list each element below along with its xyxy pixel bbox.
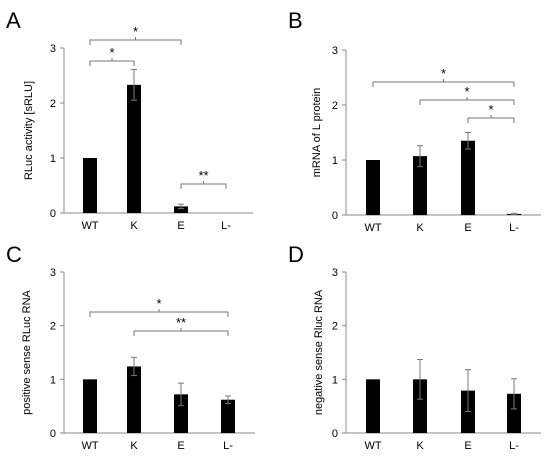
panel-a-y-tick-label: 0: [50, 208, 56, 220]
panel-b-y-axis-label: mRNA of L protein: [311, 88, 323, 177]
panel-d-x-tick-label: K: [416, 440, 424, 452]
panel-a-significance-bracket: [89, 39, 182, 45]
panel-b-bar-wt: [366, 160, 380, 215]
panel-b-significance-label: *: [441, 66, 446, 81]
panel-b-bar-k: [413, 156, 427, 215]
panel-d-bar-l: [507, 393, 521, 433]
panel-c-y-tick-label: 0: [50, 428, 56, 440]
panel-a-bar-wt: [83, 158, 97, 213]
panel-b-significance-bracket: [419, 99, 515, 105]
panel-a-bar-k: [127, 84, 141, 213]
panel-d-y-tick-label: 3: [332, 267, 338, 279]
panel-a-y-tick-label: 1: [50, 153, 56, 165]
panel-letter-b: B: [288, 8, 303, 33]
panel-c-x-tick-label: K: [130, 440, 138, 452]
panel-d-bar-wt: [366, 379, 380, 433]
panel-a-significance-bracket: [89, 60, 135, 66]
panel-letter-a: A: [6, 8, 21, 33]
panel-c-significance-label: *: [156, 296, 161, 311]
panel-d-y-tick-label: 1: [332, 374, 338, 386]
panel-c-significance-label: **: [176, 315, 186, 330]
panel-b-x-tick-label: K: [416, 222, 424, 234]
panel-letter-d: D: [288, 242, 304, 267]
panel-a-y-axis-label: RLuc activity [sRLU]: [23, 81, 35, 180]
panel-a-y-tick-label: 2: [50, 98, 56, 110]
panel-a-significance-label: *: [133, 24, 138, 39]
panel-d-y-axis-label: negative sense Rluc RNA: [313, 289, 325, 415]
panel-c-bar-wt: [83, 379, 97, 433]
panel-b-significance-label: *: [488, 102, 493, 117]
panel-b-y-tick-label: 1: [332, 155, 338, 167]
panel-b-bar-e: [461, 140, 475, 215]
panel-c-x-tick-label: WT: [81, 440, 98, 452]
panel-c-bar-e: [174, 394, 188, 433]
panel-b-significance-bracket: [372, 81, 515, 87]
panel-a-significance-bracket: [180, 183, 227, 189]
panel-d-y-tick-label: 0: [332, 428, 338, 440]
panel-b-x-tick-label: WT: [364, 222, 381, 234]
panel-b-x-tick-label: E: [464, 222, 471, 234]
panel-c-bar-l: [221, 399, 235, 433]
panel-b-chart: 0 1 2 3 mRNA of L protein WT K E L- * * *: [311, 45, 541, 234]
panel-a-x-tick-label: E: [177, 220, 184, 232]
panel-c-x-tick-label: L-: [223, 440, 233, 452]
panel-c-significance-bracket: [89, 311, 229, 317]
panel-a-x-tick-label: K: [130, 220, 138, 232]
panel-d-x-tick-label: L-: [509, 440, 519, 452]
panel-c-bar-k: [127, 366, 141, 433]
panel-letter-c: C: [6, 242, 22, 267]
panel-d-y-tick-label: 2: [332, 321, 338, 333]
panel-c-y-tick-label: 3: [50, 267, 56, 279]
panel-c-significance-bracket: [133, 330, 229, 336]
panel-b-significance-bracket: [467, 117, 515, 123]
panel-b-significance-label: *: [464, 84, 469, 99]
panel-b-y-tick-label: 3: [332, 45, 338, 57]
panel-d-bar-k: [413, 379, 427, 433]
panel-a-significance-label: **: [198, 168, 208, 183]
panel-a-x-tick-label: WT: [81, 220, 98, 232]
panel-a-y-tick-label: 3: [50, 43, 56, 55]
panel-a-x-tick-label: L-: [221, 220, 231, 232]
panel-b-x-tick-label: L-: [509, 222, 519, 234]
panel-a-significance-label: *: [109, 45, 114, 60]
panel-c-y-axis-label: positive sense RLuc RNA: [21, 289, 33, 414]
panel-d-chart: 0 1 2 3 negative sense Rluc RNA WT K E L-: [313, 267, 541, 452]
panel-a-bar-e: [174, 206, 188, 213]
panel-c-y-tick-label: 1: [50, 374, 56, 386]
panel-b-y-tick-label: 0: [332, 210, 338, 222]
panel-c-x-tick-label: E: [177, 440, 184, 452]
panel-d-x-tick-label: E: [464, 440, 471, 452]
panel-c-y-tick-label: 2: [50, 321, 56, 333]
panel-d-x-tick-label: WT: [364, 440, 381, 452]
panel-b-y-tick-label: 2: [332, 100, 338, 112]
